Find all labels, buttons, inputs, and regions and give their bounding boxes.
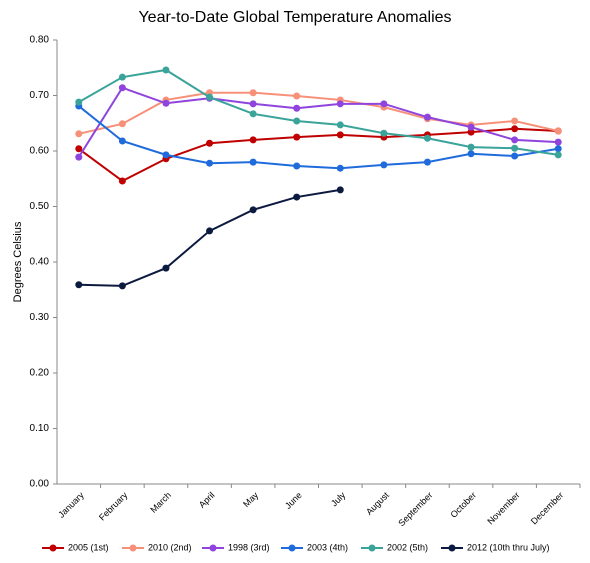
x-tick-label: August [364, 490, 391, 517]
y-tick-label: 0.80 [30, 35, 50, 46]
series-line [78, 91, 559, 135]
data-point [206, 227, 214, 235]
data-point [75, 281, 83, 289]
legend-label: 2003 (4th) [307, 542, 348, 552]
data-point [118, 73, 126, 81]
chart-title: Year-to-Date Global Temperature Anomalie… [138, 9, 451, 26]
legend-label: 2012 (10th thru July) [467, 542, 550, 552]
legend-marker [288, 544, 296, 552]
series-line [78, 188, 341, 287]
data-point [511, 152, 519, 160]
data-point [554, 145, 562, 153]
data-point [380, 129, 388, 137]
data-point [467, 150, 475, 158]
data-point [511, 144, 519, 152]
y-tick-label: 0.30 [30, 312, 50, 323]
data-point [293, 133, 301, 141]
data-point [554, 138, 562, 146]
data-point [206, 159, 214, 167]
series-line [78, 105, 559, 170]
data-point [293, 104, 301, 112]
data-point [75, 145, 83, 153]
y-tick-label: 0.40 [30, 257, 50, 268]
data-point [75, 153, 83, 161]
data-point [118, 177, 126, 185]
x-tick-label: October [448, 490, 478, 520]
x-tick-label: April [197, 490, 217, 510]
legend-marker [49, 544, 57, 552]
legend-label: 2002 (5th) [387, 542, 428, 552]
x-tick-label: December [529, 490, 565, 526]
data-point [336, 121, 344, 129]
data-point [162, 99, 170, 107]
y-tick-label: 0.10 [30, 423, 50, 434]
y-axis-label: Degrees Celsius [12, 221, 24, 302]
x-tick-label: June [283, 490, 304, 511]
data-point [249, 158, 257, 166]
legend-label: 2010 (2nd) [148, 542, 192, 552]
data-point [336, 131, 344, 139]
data-point [206, 93, 214, 101]
data-point [380, 161, 388, 169]
legend-marker [448, 544, 456, 552]
legend-marker [368, 544, 376, 552]
series-line [77, 86, 559, 158]
y-tick-label: 0.20 [30, 368, 50, 379]
data-point [75, 130, 83, 138]
data-point [249, 136, 257, 144]
x-tick-label: September [396, 490, 434, 528]
y-tick-label: 0.60 [30, 146, 50, 157]
data-point [118, 84, 126, 92]
data-point [336, 100, 344, 108]
data-point [162, 66, 170, 74]
data-point [554, 151, 562, 159]
data-point [511, 117, 519, 125]
data-point [554, 127, 562, 135]
data-point [249, 89, 257, 97]
legend-marker [129, 544, 137, 552]
data-point [249, 206, 257, 214]
data-point [511, 125, 519, 133]
data-point [423, 158, 431, 166]
data-point [249, 110, 257, 118]
x-tick-label: November [485, 490, 521, 526]
data-point [118, 282, 126, 290]
x-tick-label: February [97, 490, 130, 523]
data-point [162, 151, 170, 159]
data-point [293, 162, 301, 170]
legend-marker [209, 544, 217, 552]
legend-label: 1998 (3rd) [228, 542, 270, 552]
data-point [162, 264, 170, 272]
x-tick-label: May [241, 490, 260, 509]
data-point [423, 134, 431, 142]
x-tick-label: March [148, 490, 173, 515]
series-line [78, 68, 559, 156]
data-point [467, 143, 475, 151]
data-point [293, 117, 301, 125]
data-point [380, 100, 388, 108]
data-point [336, 186, 344, 194]
legend-label: 2005 (1st) [68, 542, 109, 552]
series-line [78, 127, 559, 183]
data-point [293, 193, 301, 201]
x-tick-label: July [329, 490, 348, 509]
data-point [206, 139, 214, 147]
y-tick-label: 0.50 [30, 201, 50, 212]
data-point [467, 123, 475, 131]
data-point [336, 164, 344, 172]
data-point [467, 128, 475, 136]
data-point [118, 137, 126, 145]
data-point [249, 100, 257, 108]
y-tick-label: 0.70 [30, 90, 50, 101]
data-point [423, 113, 431, 121]
y-tick-label: 0.00 [30, 479, 50, 490]
x-tick-label: January [56, 490, 86, 520]
data-point [118, 120, 126, 128]
data-point [75, 98, 83, 106]
data-point [511, 136, 519, 144]
data-point [293, 92, 301, 100]
